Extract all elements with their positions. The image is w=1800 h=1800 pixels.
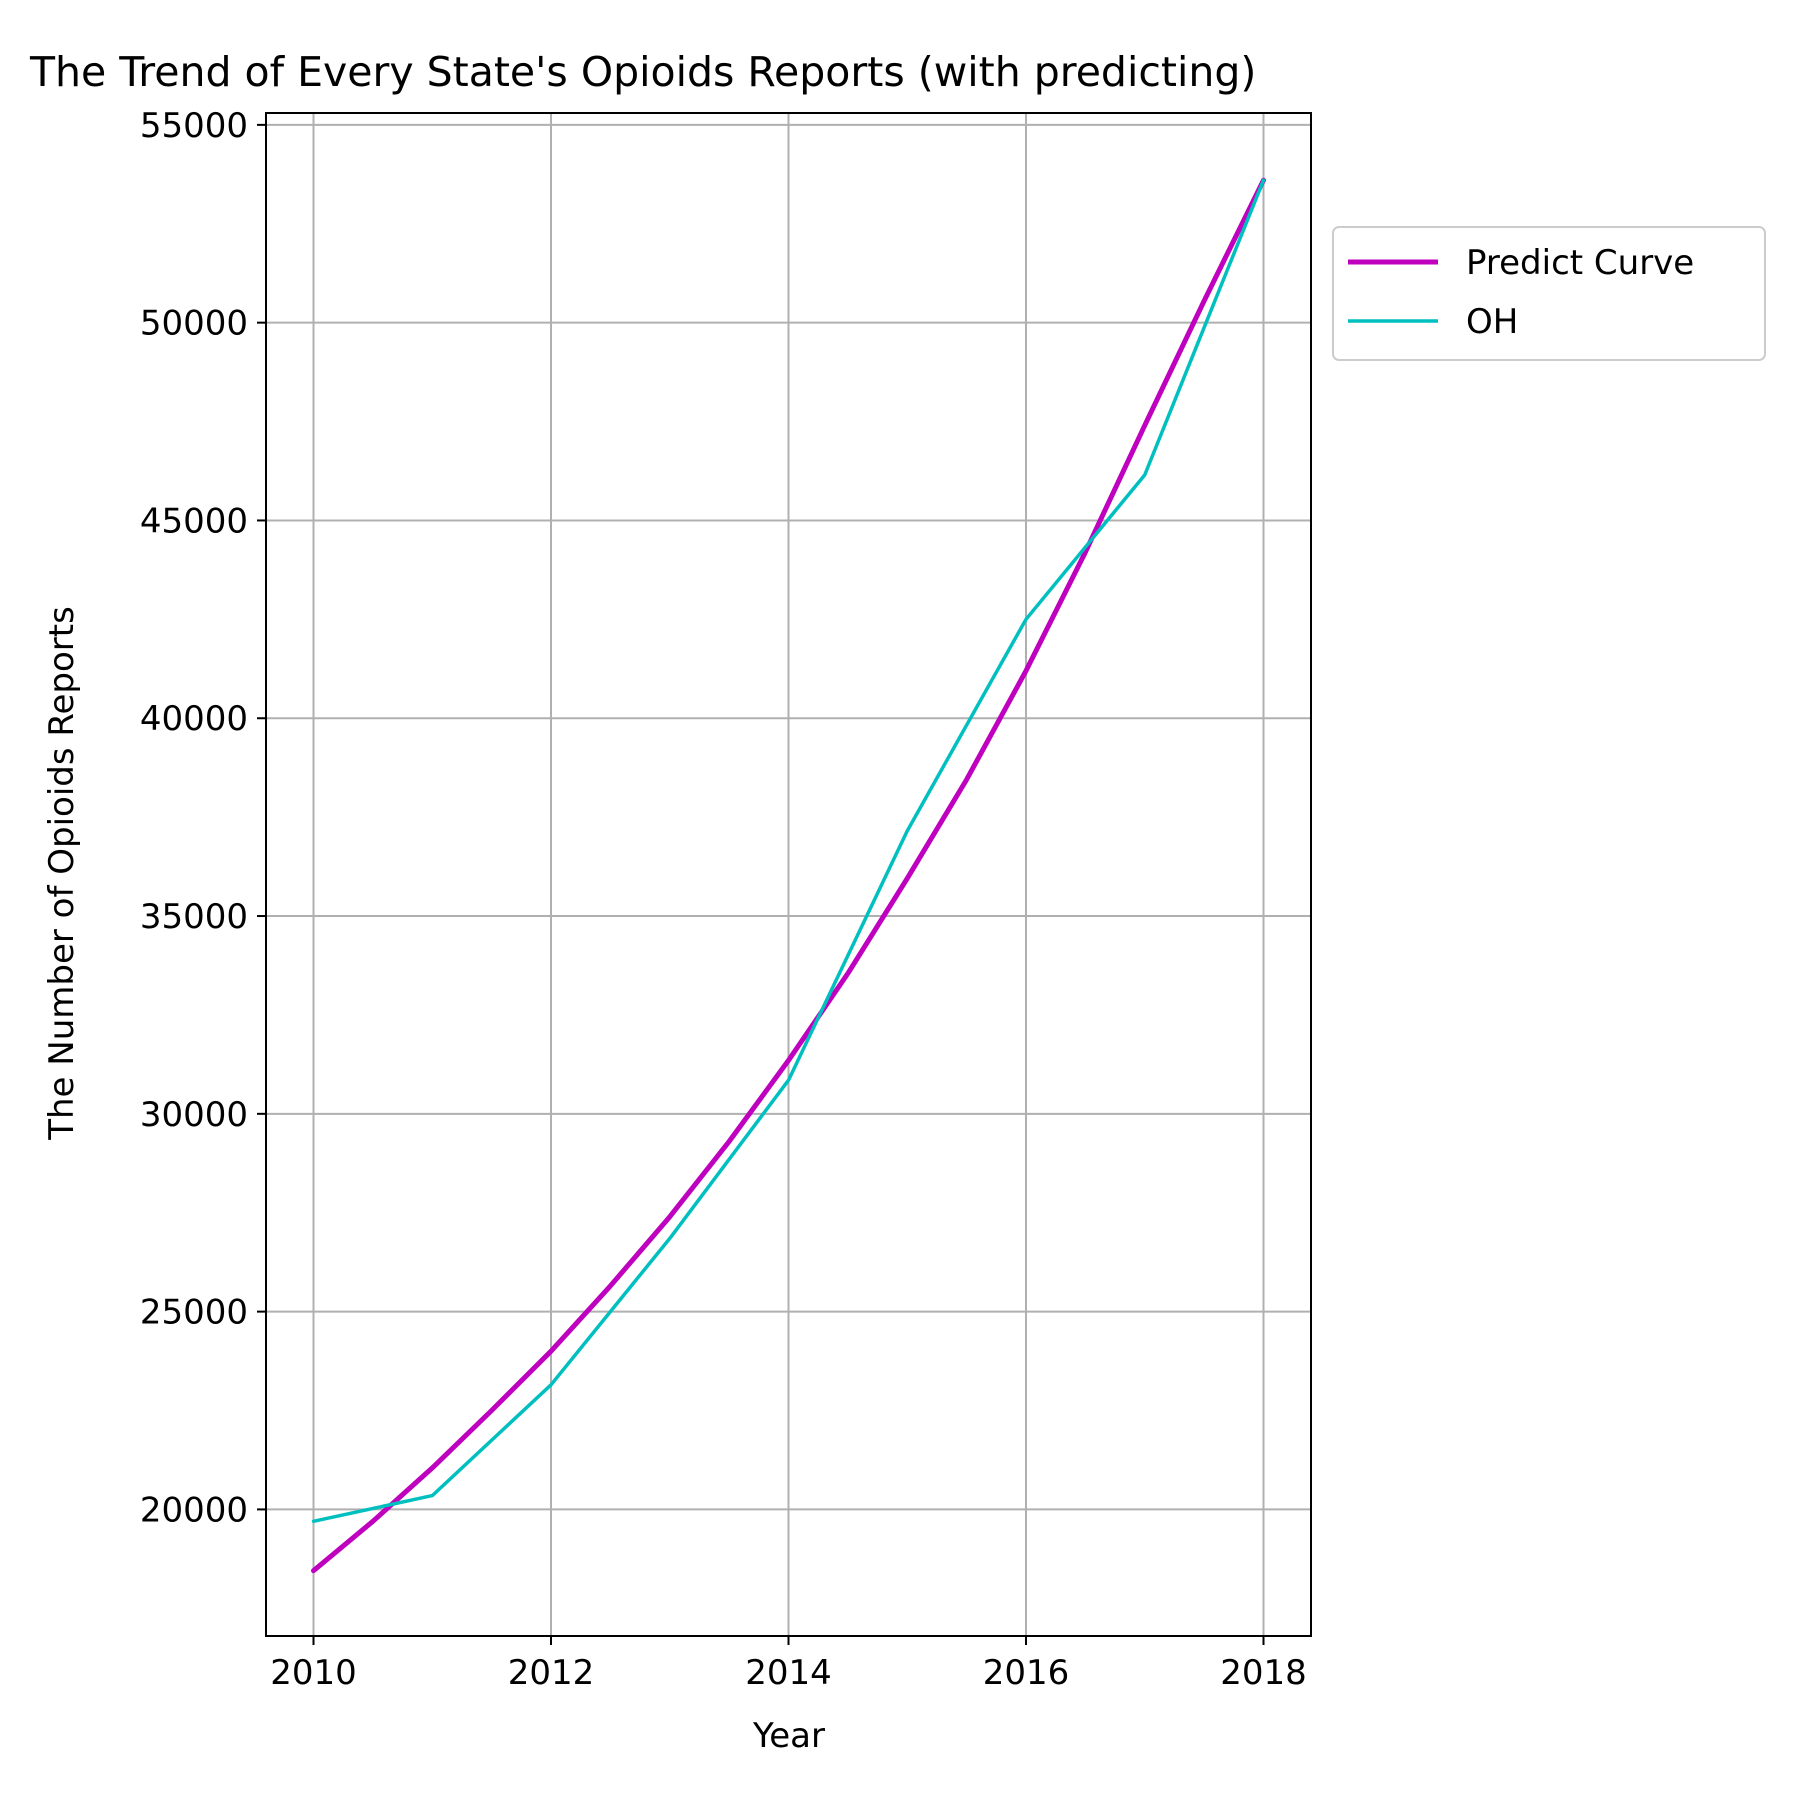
y-tick-label: 55000 bbox=[140, 106, 248, 146]
x-tick-label: 2014 bbox=[745, 1653, 832, 1693]
series-line-predict-curve bbox=[311, 177, 1266, 1574]
y-tick-label: 40000 bbox=[140, 699, 248, 739]
legend-label-predict-curve: Predict Curve bbox=[1466, 243, 1694, 283]
x-tick-label: 2010 bbox=[270, 1653, 357, 1693]
x-axis-label: Year bbox=[752, 1716, 825, 1756]
y-axis-label: The Number of Opioids Reports bbox=[42, 606, 82, 1141]
x-axis-ticks: 2010 2012 2014 2016 2018 bbox=[270, 1636, 1307, 1693]
y-tick-label: 50000 bbox=[140, 304, 248, 344]
series-line-oh bbox=[311, 178, 1266, 1524]
legend-label-oh: OH bbox=[1466, 302, 1518, 342]
x-tick-label: 2012 bbox=[508, 1653, 595, 1693]
y-axis-ticks: 20000 25000 30000 35000 40000 45000 50000 55000 bbox=[140, 106, 266, 1530]
y-tick-label: 25000 bbox=[140, 1293, 248, 1333]
legend: Predict Curve OH bbox=[1332, 226, 1766, 361]
chart-title: The Trend of Every State's Opioids Repor… bbox=[29, 48, 1256, 96]
grid-lines bbox=[266, 113, 1311, 1636]
y-tick-label: 35000 bbox=[140, 897, 248, 937]
y-tick-label: 20000 bbox=[140, 1490, 248, 1530]
legend-box bbox=[1332, 226, 1766, 361]
x-tick-label: 2016 bbox=[983, 1653, 1070, 1693]
x-tick-label: 2018 bbox=[1220, 1653, 1307, 1693]
series-lines bbox=[311, 177, 1266, 1574]
y-tick-label: 30000 bbox=[140, 1095, 248, 1135]
y-tick-label: 45000 bbox=[140, 501, 248, 541]
